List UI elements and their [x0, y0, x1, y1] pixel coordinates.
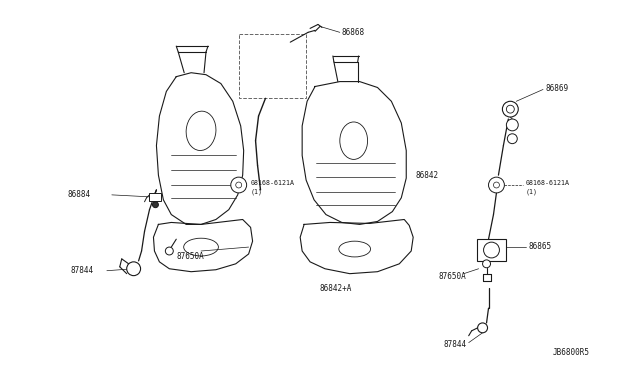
Circle shape	[165, 247, 173, 255]
Circle shape	[483, 260, 490, 268]
Text: 86842: 86842	[415, 171, 438, 180]
Bar	[239, 34, 306, 98]
Text: 86869: 86869	[545, 84, 568, 93]
Circle shape	[127, 262, 141, 276]
Polygon shape	[302, 81, 406, 224]
Polygon shape	[300, 219, 413, 274]
Text: 86868: 86868	[342, 28, 365, 37]
Text: JB6800R5: JB6800R5	[552, 348, 589, 357]
Text: (1): (1)	[525, 189, 537, 195]
Text: 08168-6121A: 08168-6121A	[525, 180, 569, 186]
Text: 87844: 87844	[70, 266, 93, 275]
Bar	[150, 193, 161, 201]
Text: 08168-6121A: 08168-6121A	[251, 180, 294, 186]
Circle shape	[488, 177, 504, 193]
Circle shape	[231, 177, 246, 193]
Text: 86865: 86865	[528, 241, 551, 251]
Bar	[477, 239, 506, 261]
Circle shape	[506, 105, 515, 113]
Circle shape	[493, 182, 499, 188]
Circle shape	[508, 134, 517, 144]
Circle shape	[502, 101, 518, 117]
Circle shape	[484, 242, 499, 258]
Polygon shape	[156, 73, 244, 224]
Circle shape	[477, 323, 488, 333]
Text: 86842+A: 86842+A	[320, 284, 353, 293]
Circle shape	[236, 182, 242, 188]
Circle shape	[152, 202, 159, 208]
Text: 87650A: 87650A	[439, 272, 467, 281]
Text: (1): (1)	[251, 189, 262, 195]
Text: 86884: 86884	[67, 190, 90, 199]
Polygon shape	[154, 219, 253, 272]
Circle shape	[506, 119, 518, 131]
Text: 87844: 87844	[444, 340, 467, 349]
Text: 87650A: 87650A	[176, 253, 204, 262]
